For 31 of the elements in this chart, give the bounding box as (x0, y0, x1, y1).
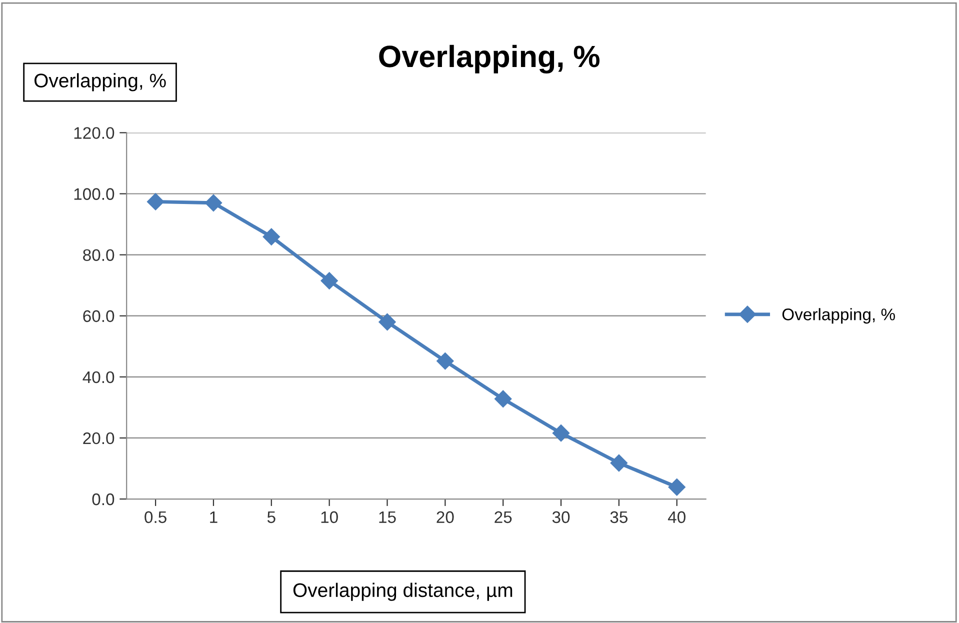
point (320, 272, 338, 290)
point (204, 194, 222, 212)
x-tick-label: 0.5 (144, 511, 166, 524)
legend-label: Overlapping, % (782, 308, 895, 324)
y-axis-title: Overlapping, % (34, 73, 166, 92)
x-tick-label: 1 (210, 511, 218, 523)
point (378, 313, 396, 331)
point (610, 454, 628, 472)
point (494, 390, 512, 408)
x-tick-label: 40 (668, 511, 686, 524)
x-tick-label: 15 (379, 511, 396, 524)
y-tick-label: 40.0 (82, 371, 114, 384)
x-tick-label: 30 (552, 511, 570, 524)
y-tick-label: 0.0 (92, 493, 114, 506)
x-tick-label: 5 (267, 511, 276, 524)
chart-title: Overlapping, % (379, 44, 600, 74)
point (147, 193, 164, 210)
y-tick-label: 80.0 (83, 249, 114, 262)
x-tick-label: 10 (321, 511, 338, 524)
point (262, 228, 280, 246)
y-tick-label: 100.0 (74, 188, 114, 200)
y-tick-label: 60.0 (83, 310, 114, 322)
y-tick-label: 120.0 (74, 127, 114, 139)
x-tick-label: 20 (436, 511, 454, 524)
point (552, 424, 570, 442)
x-axis-title: Overlapping distance, µm (293, 582, 512, 601)
y-tick-label: 20.0 (83, 432, 114, 444)
point (436, 352, 454, 370)
x-tick-label: 35 (610, 511, 628, 524)
point (668, 478, 686, 496)
x-tick-label: 25 (494, 511, 512, 524)
